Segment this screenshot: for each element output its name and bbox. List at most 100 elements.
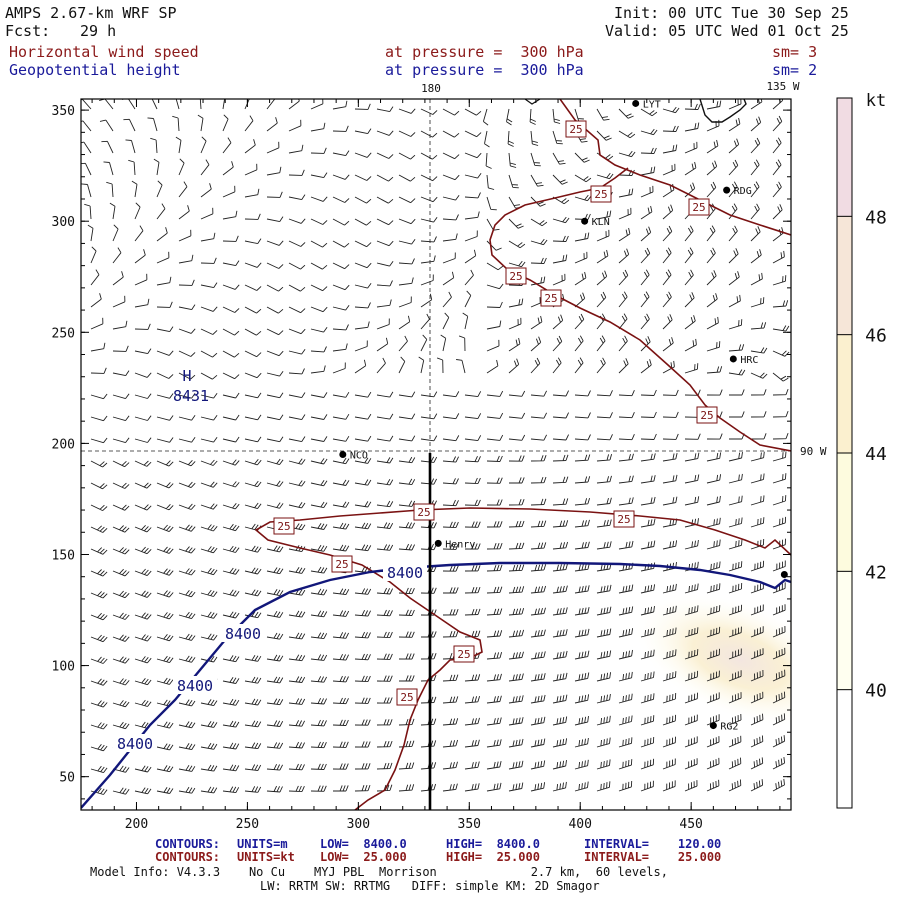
wind-barb [332,413,350,420]
wind-barb [530,673,546,682]
wind-barb [728,539,743,550]
wind-barb [640,226,652,242]
wind-barb [266,742,284,749]
wind-barb [222,414,240,421]
wind-barb [310,436,328,442]
wind-barb [266,480,284,487]
wind-barb [662,163,676,176]
wind-barb [200,372,218,380]
wind-barb [310,654,328,661]
station-label: RDG [734,186,752,197]
wind-barb [464,586,481,594]
wind-barb [486,717,502,726]
wind-barb [728,271,740,286]
wind-barb [640,584,656,594]
wind-barb [332,125,349,132]
wind-barb [684,758,698,770]
wind-barb [530,174,544,187]
wind-barb [222,523,240,532]
forecast-label: Fcst: [5,22,51,40]
wind-barb [596,412,613,419]
wind-barb [200,503,218,510]
wind-barb [508,695,524,704]
wind-barb [596,584,612,594]
wind-barb [530,651,546,660]
wind-barb [244,480,262,488]
wind-barb [200,699,218,707]
wind-barb [618,434,635,441]
wind-barb [442,108,460,116]
wind-barb [288,119,302,132]
wind-barb [178,459,196,467]
speed-label-box [565,120,587,138]
wind-barb [706,293,718,308]
wind-barb [750,779,764,792]
wind-barb [376,196,394,204]
wind-barb [596,672,612,682]
wind-barb [442,783,458,792]
footer-contour2-high: HIGH= 25.000 [446,850,540,864]
wind-barb [706,517,721,528]
wind-barb [464,230,478,242]
wind-barb [156,350,174,356]
speed-contour-label: 25 [277,520,290,533]
wind-barb [530,629,546,638]
wind-barb [706,270,717,286]
wind-barb [618,649,633,660]
wind-barb [640,627,655,638]
wind-barb [156,372,174,379]
wind-barb [90,744,108,752]
wind-barb [310,218,328,225]
wind-barb [99,119,114,132]
wind-barb [507,130,514,147]
wind-barb [332,697,349,705]
wind-barb [728,159,739,176]
y-tick-label: 50 [59,771,75,786]
wind-barb [354,262,372,269]
wind-barb [266,370,284,377]
wind-barb [662,125,679,132]
wind-barb [332,435,350,442]
wind-barb [134,393,152,399]
wind-barb [728,203,738,220]
wind-barb [420,108,438,115]
wind-barb [376,609,393,617]
wind-barb [376,357,386,374]
station-label: LYT [643,99,661,110]
wind-barb [354,675,371,683]
wind-barb [266,654,284,662]
wind-barb [596,357,606,374]
wind-barb [640,291,650,308]
wind-barb [596,249,609,264]
wind-barb [376,697,393,704]
wind-barb [596,172,614,180]
wind-barb [106,181,114,198]
field2-name: Geopotential height [9,61,181,79]
wind-barb [618,150,636,158]
wind-barb [420,174,438,182]
wind-barb [178,279,195,286]
wind-barb [552,254,568,264]
wind-barb [134,656,152,664]
meridian-135w-label: 135 W [766,80,799,93]
wind-barb [552,174,568,185]
wind-barb [332,501,350,508]
wind-barb [486,651,503,660]
wind-barb [574,412,591,419]
wind-barb [112,370,130,377]
wind-barb [310,632,328,640]
wind-barb [618,497,634,506]
wind-barb [574,781,589,792]
wind-barb [354,784,371,792]
wind-barb [464,290,472,308]
wind-barb [332,741,349,748]
wind-barb [354,413,372,420]
speed-contour-label: 25 [594,188,607,201]
wind-barb [574,694,590,704]
wind-barb [618,335,628,352]
wind-barb [596,390,613,397]
wind-barb [244,523,262,531]
wind-barb [266,216,284,223]
colorbar-segment [837,453,852,572]
